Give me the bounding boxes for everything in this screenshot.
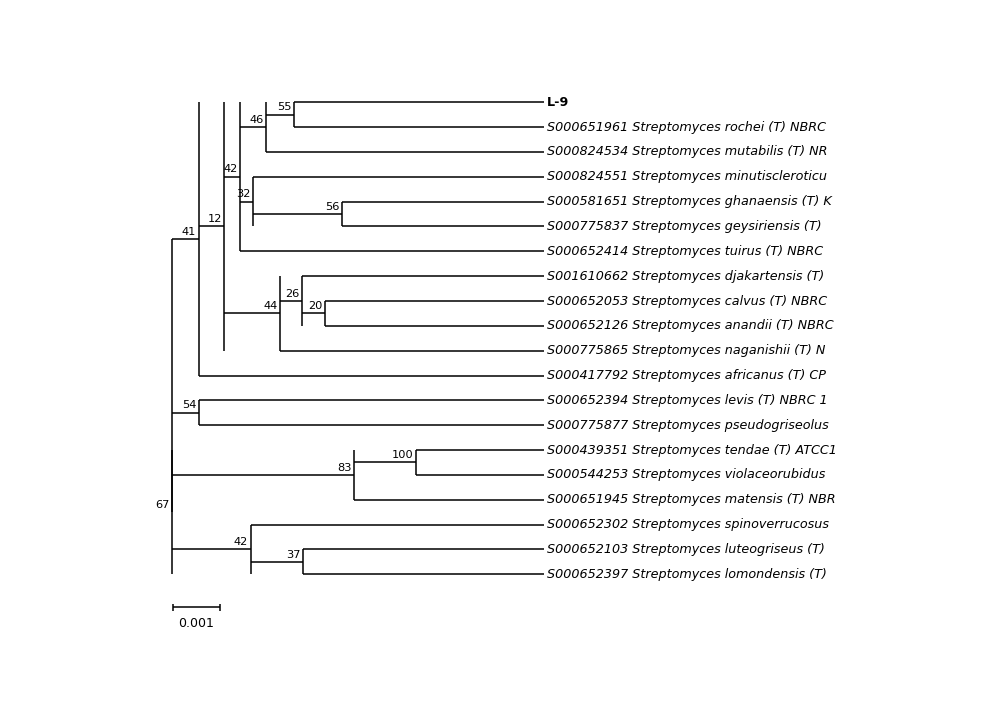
Text: 55: 55 [277, 102, 292, 112]
Text: L-9: L-9 [547, 96, 570, 109]
Text: 46: 46 [249, 114, 264, 125]
Text: S000417792 Streptomyces africanus (T) CP: S000417792 Streptomyces africanus (T) CP [547, 369, 826, 382]
Text: 42: 42 [223, 164, 237, 174]
Text: 42: 42 [234, 537, 248, 547]
Text: S000824534 Streptomyces mutabilis (T) NR: S000824534 Streptomyces mutabilis (T) NR [547, 146, 828, 159]
Text: S000652397 Streptomyces lomondensis (T): S000652397 Streptomyces lomondensis (T) [547, 568, 827, 581]
Text: S000652414 Streptomyces tuirus (T) NBRC: S000652414 Streptomyces tuirus (T) NBRC [547, 245, 824, 258]
Text: S000824551 Streptomyces minutiscleroticu: S000824551 Streptomyces minutiscleroticu [547, 171, 827, 183]
Text: 83: 83 [337, 463, 351, 473]
Text: 12: 12 [208, 214, 222, 224]
Text: S000581651 Streptomyces ghanaensis (T) K: S000581651 Streptomyces ghanaensis (T) K [547, 195, 832, 208]
Text: S000775877 Streptomyces pseudogriseolus: S000775877 Streptomyces pseudogriseolus [547, 419, 829, 432]
Text: 67: 67 [155, 500, 169, 510]
Text: 56: 56 [325, 202, 340, 212]
Text: S000439351 Streptomyces tendae (T) ATCC1: S000439351 Streptomyces tendae (T) ATCC1 [547, 444, 837, 456]
Text: S000651961 Streptomyces rochei (T) NBRC: S000651961 Streptomyces rochei (T) NBRC [547, 121, 826, 134]
Text: S000651945 Streptomyces matensis (T) NBR: S000651945 Streptomyces matensis (T) NBR [547, 493, 836, 506]
Text: 100: 100 [392, 450, 413, 460]
Text: 44: 44 [263, 301, 278, 311]
Text: 41: 41 [182, 227, 196, 237]
Text: S000775837 Streptomyces geysiriensis (T): S000775837 Streptomyces geysiriensis (T) [547, 220, 822, 233]
Text: S000652126 Streptomyces anandii (T) NBRC: S000652126 Streptomyces anandii (T) NBRC [547, 319, 834, 332]
Text: 54: 54 [182, 400, 196, 410]
Text: 37: 37 [286, 550, 301, 560]
Text: S000652103 Streptomyces luteogriseus (T): S000652103 Streptomyces luteogriseus (T) [547, 543, 825, 556]
Text: 0.001: 0.001 [178, 617, 214, 631]
Text: S000544253 Streptomyces violaceorubidus: S000544253 Streptomyces violaceorubidus [547, 469, 826, 481]
Text: S000652302 Streptomyces spinoverrucosus: S000652302 Streptomyces spinoverrucosus [547, 518, 829, 531]
Text: 32: 32 [236, 189, 251, 199]
Text: 20: 20 [308, 301, 323, 311]
Text: S000775865 Streptomyces naganishii (T) N: S000775865 Streptomyces naganishii (T) N [547, 344, 826, 357]
Text: 26: 26 [285, 289, 299, 299]
Text: S000652053 Streptomyces calvus (T) NBRC: S000652053 Streptomyces calvus (T) NBRC [547, 294, 828, 307]
Text: S001610662 Streptomyces djakartensis (T): S001610662 Streptomyces djakartensis (T) [547, 269, 825, 283]
Text: S000652394 Streptomyces levis (T) NBRC 1: S000652394 Streptomyces levis (T) NBRC 1 [547, 394, 828, 407]
